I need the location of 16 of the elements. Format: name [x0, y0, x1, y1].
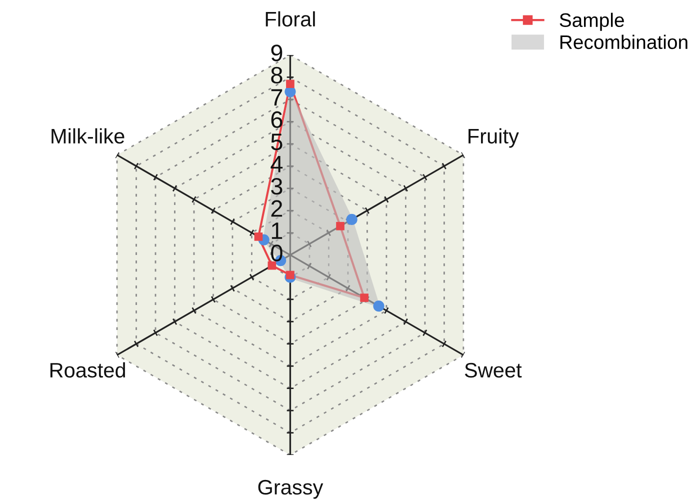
spoke-label: Fruity — [468, 128, 519, 148]
y-tick-label: 1 — [272, 222, 282, 239]
spoke-label: Milk-like — [52, 128, 124, 144]
spoke-label: Floral — [266, 11, 315, 27]
y-tick-label: 0 — [271, 244, 282, 262]
y-tick-label: 6 — [271, 111, 282, 128]
spoke-label: Roasted — [50, 362, 126, 378]
y-tick-label: 9 — [271, 44, 282, 62]
y-tick-label: 2 — [271, 200, 282, 217]
y-tick-label: 7 — [271, 89, 282, 106]
spoke-label: Sweet — [464, 362, 522, 378]
y-tick-label: 3 — [271, 178, 282, 195]
spoke-label: Grassy — [258, 480, 324, 499]
legend-label: Sample — [560, 12, 624, 31]
legend-label: Recombination — [560, 34, 688, 50]
y-tick-label: 8 — [271, 66, 282, 84]
